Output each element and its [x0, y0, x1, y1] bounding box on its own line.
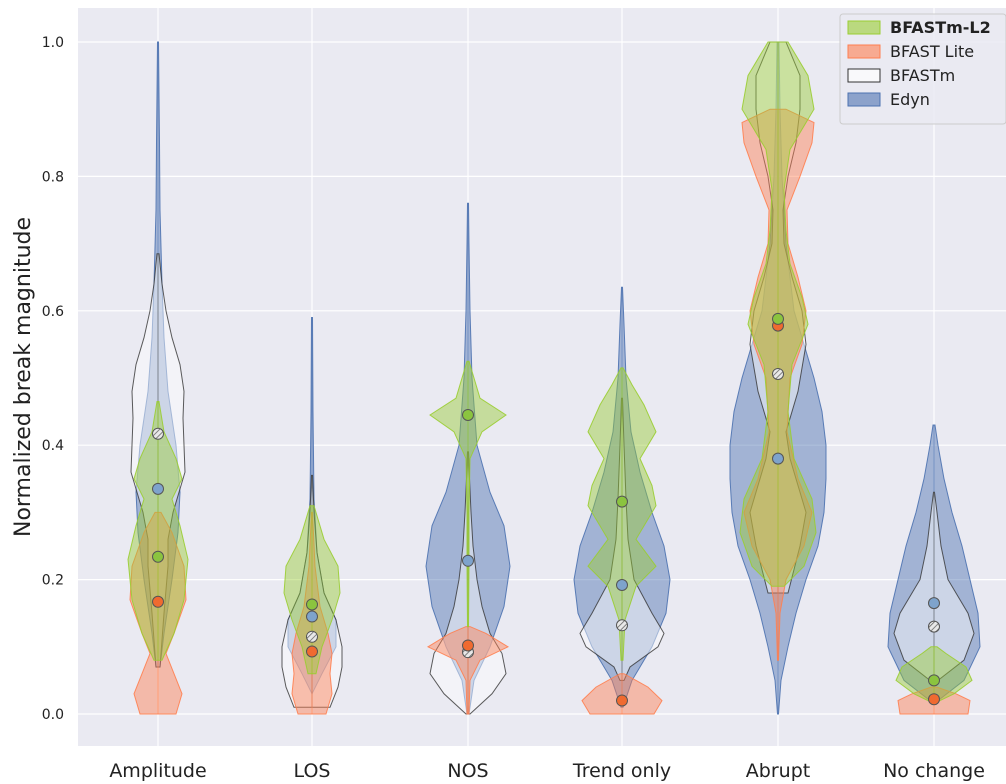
legend-swatch [847, 68, 881, 83]
median-marker-edyn [928, 597, 940, 610]
x-category-label: Trend only [572, 760, 671, 782]
median-marker-bfast-lite [616, 694, 628, 707]
median-marker-edyn [152, 482, 164, 495]
legend-label: Edyn [890, 90, 930, 109]
median-marker-edyn [616, 578, 628, 591]
y-tick-label: 0.4 [42, 438, 64, 454]
x-axis-categories: Amplitude LOS NOS Trend only Abrupt No change [109, 760, 985, 782]
median-marker-bfastm [152, 427, 164, 440]
median-marker-bfast-lite [152, 595, 164, 608]
median-marker-bfastm-l2 [462, 408, 474, 421]
legend-label: BFAST Lite [890, 42, 974, 61]
median-marker-edyn [462, 554, 474, 567]
median-marker-bfastm-l2 [152, 550, 164, 563]
violins [127, 41, 981, 715]
median-marker-edyn [306, 610, 318, 623]
median-marker-bfast-lite [462, 639, 474, 652]
x-category-label: Amplitude [109, 760, 206, 782]
x-category-label: Abrupt [746, 760, 810, 782]
x-category-label: No change [883, 760, 985, 782]
legend-label: BFASTm [890, 66, 955, 85]
median-marker-bfastm [928, 620, 940, 633]
y-axis-label: Normalized break magnitude [11, 217, 36, 537]
y-tick-label: 0.6 [42, 304, 64, 320]
x-category-label: LOS [294, 760, 331, 782]
median-marker-bfastm-l2 [928, 674, 940, 687]
y-tick-label: 1.0 [42, 35, 64, 51]
legend-swatch [847, 44, 881, 59]
median-marker-bfastm-l2 [772, 312, 784, 325]
x-category-label: NOS [447, 760, 488, 782]
plot-area [78, 8, 1006, 746]
median-marker-edyn [772, 452, 784, 465]
legend-box [839, 13, 1006, 125]
legend-swatch [847, 92, 881, 107]
median-marker-bfastm-l2 [306, 598, 318, 611]
median-marker-bfastm [306, 630, 318, 643]
y-tick-label: 0.0 [42, 707, 64, 723]
median-marker-bfast-lite [306, 645, 318, 658]
median-marker-bfastm [616, 619, 628, 632]
legend-swatch [847, 20, 881, 35]
legend: BFASTm-L2 BFAST Lite BFASTm Edyn [839, 13, 1006, 125]
y-tick-label: 0.8 [42, 169, 64, 185]
legend-label: BFASTm-L2 [890, 18, 991, 37]
median-marker-bfastm [772, 367, 784, 380]
median-marker-bfast-lite [928, 693, 940, 706]
median-marker-bfastm-l2 [616, 495, 628, 508]
y-axis-ticks: 0.0 0.2 0.4 0.6 0.8 1.0 [42, 35, 64, 723]
median-markers [152, 312, 940, 707]
y-tick-label: 0.2 [42, 573, 64, 589]
